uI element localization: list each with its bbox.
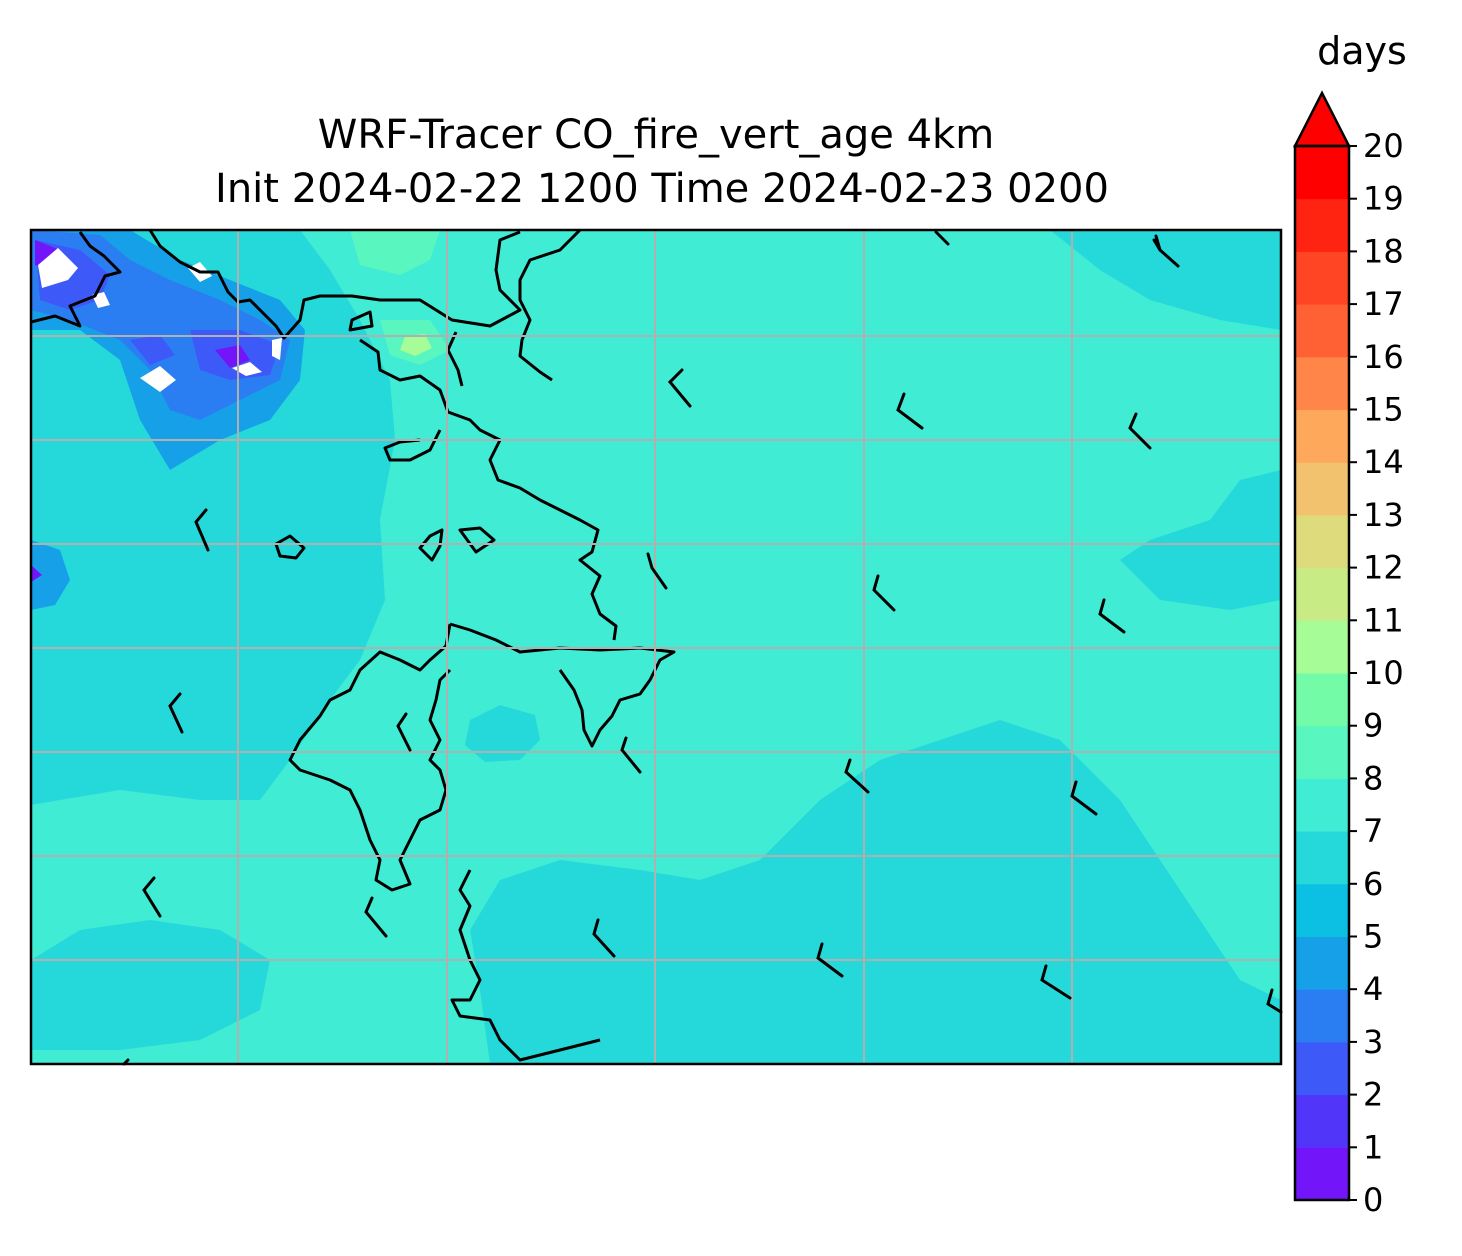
colorbar-band <box>1295 620 1349 674</box>
colorbar-band <box>1295 831 1349 885</box>
contour-6-7-south-west <box>31 920 270 1050</box>
colorbar-band <box>1295 1041 1349 1096</box>
wind-barbs <box>122 230 1283 1066</box>
colorbar-tick-label: 17 <box>1363 285 1404 323</box>
colorbar-extend-arrow <box>1292 90 1352 148</box>
wind-barb <box>1040 964 1072 1000</box>
colorbar-tick-label: 9 <box>1363 707 1383 745</box>
colorbar-band <box>1295 198 1349 252</box>
missing-data-patch <box>38 248 282 392</box>
wind-barb <box>142 876 162 918</box>
map-frame <box>29 228 1283 1066</box>
colorbar-tick-label: 14 <box>1363 443 1404 481</box>
colorbar-tick-label: 19 <box>1363 180 1404 218</box>
wind-barb <box>1152 234 1180 268</box>
wind-barb <box>364 896 388 938</box>
wind-barb <box>194 508 210 552</box>
contour-6-7-west <box>31 230 395 805</box>
contour-9-11-north <box>400 334 432 356</box>
colorbar-bands <box>1295 146 1349 1201</box>
colorbar-band <box>1295 409 1349 463</box>
colorbar-tick-label: 3 <box>1363 1023 1383 1061</box>
contour-6-7-east <box>1120 470 1281 610</box>
wind-barb <box>1070 780 1098 816</box>
wind-barb <box>1266 988 1283 1014</box>
colorbar-band <box>1295 514 1349 569</box>
coastline <box>31 230 676 1062</box>
wind-barb <box>816 942 844 978</box>
wind-barb <box>872 574 896 612</box>
colorbar-tick-label: 7 <box>1363 812 1383 850</box>
colorbar-band <box>1295 304 1349 358</box>
colorbar-band <box>1295 462 1349 516</box>
colorbar-tick-label: 5 <box>1363 918 1383 956</box>
wind-barb <box>844 758 870 794</box>
colorbar-tick-label: 15 <box>1363 391 1404 429</box>
colorbar-tick-label: 20 <box>1363 127 1404 165</box>
colorbar-tick-label: 8 <box>1363 759 1383 797</box>
colorbar-tick-label: 2 <box>1363 1076 1383 1114</box>
colorbar-tick-label: 13 <box>1363 496 1404 534</box>
wind-barb <box>646 552 668 590</box>
colorbar-tick-label: 18 <box>1363 232 1404 270</box>
colorbar-band <box>1295 778 1349 832</box>
wind-barb <box>592 918 616 958</box>
colorbar-tick-label: 10 <box>1363 654 1404 692</box>
colorbar-band <box>1295 356 1349 410</box>
colorbar-band <box>1295 725 1349 779</box>
chart-title-line-1: WRF-Tracer CO_fire_vert_age 4km <box>318 112 994 158</box>
contour-6-7-south <box>470 720 1281 1064</box>
colorbar-band <box>1295 883 1349 937</box>
chart-title-line-2: Init 2024-02-22 1200 Time 2024-02-23 020… <box>215 166 1109 212</box>
wind-barb <box>1098 598 1126 634</box>
contour-2-3-northwest <box>35 240 280 380</box>
colorbar-tick-label: 6 <box>1363 865 1383 903</box>
map-panel <box>29 228 1283 1066</box>
colorbar-tick-label: 12 <box>1363 549 1404 587</box>
colorbar-units-label: days <box>1317 29 1407 73</box>
colorbar-band <box>1295 1147 1349 1201</box>
colorbar-band <box>1295 989 1349 1043</box>
colorbar-band <box>1295 673 1349 727</box>
wind-barb <box>934 230 950 246</box>
colorbar-band <box>1295 146 1349 200</box>
colorbar-tick-label: 4 <box>1363 970 1383 1008</box>
wind-barb <box>168 692 184 734</box>
contour-6-7-mid-blob <box>465 705 540 762</box>
colorbar-band <box>1295 1094 1349 1148</box>
wind-barb <box>396 712 412 752</box>
contour-0-2-west <box>31 565 42 582</box>
gridlines <box>31 230 1281 1064</box>
wind-barb <box>620 736 642 774</box>
contour-6-7-northeast <box>1050 230 1281 330</box>
wind-barb <box>667 368 692 408</box>
wind-barb <box>896 392 924 430</box>
colorbar-band <box>1295 251 1349 305</box>
contour-fields <box>31 230 1281 1064</box>
colorbar-band <box>1295 936 1349 990</box>
colorbar-tick-label: 16 <box>1363 338 1404 376</box>
contour-8-9-north <box>350 230 450 365</box>
colorbar-band <box>1295 567 1349 621</box>
colorbar-tick-label: 1 <box>1363 1128 1383 1166</box>
wind-barb <box>1128 412 1152 450</box>
colorbar-tick-label: 0 <box>1363 1181 1383 1219</box>
colorbar-tick-label: 11 <box>1363 601 1404 639</box>
contour-4-6-west <box>31 540 70 610</box>
